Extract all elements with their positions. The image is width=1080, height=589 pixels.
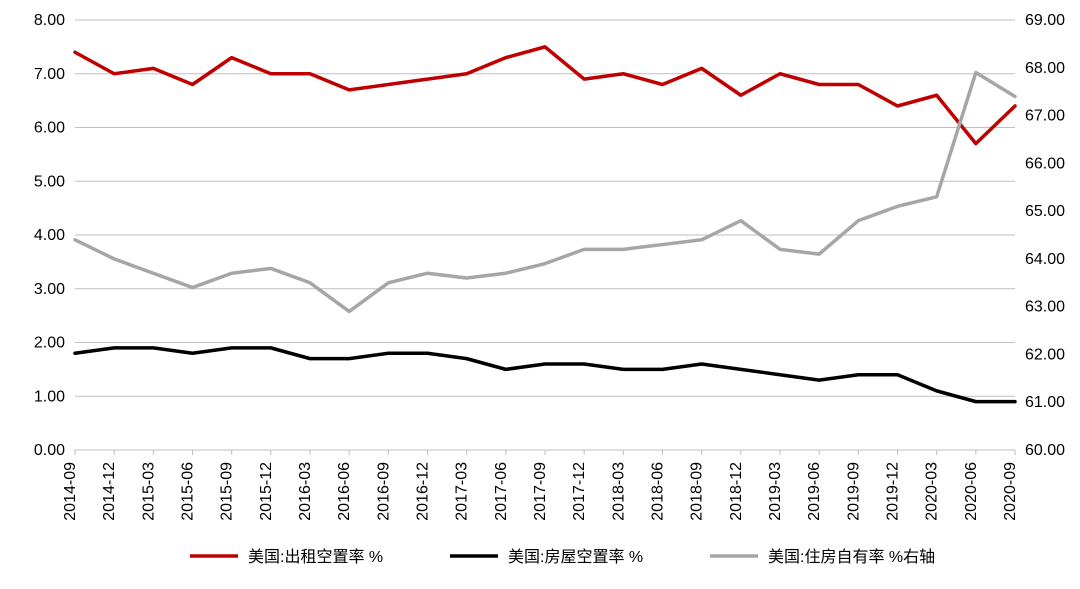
x-axis-tick-label: 2014-12 [101,462,118,521]
legend-label-rental_vacancy: 美国:出租空置率 % [248,548,383,566]
right-axis-tick-label: 64.00 [1025,251,1065,268]
x-axis-tick-label: 2019-09 [845,462,862,521]
left-axis-tick-label: 8.00 [34,12,65,29]
left-axis-tick-label: 4.00 [34,227,65,244]
left-axis-tick-label: 3.00 [34,281,65,298]
x-axis-tick-label: 2015-09 [219,462,236,521]
x-axis-tick-label: 2017-12 [571,462,588,521]
right-axis-tick-label: 66.00 [1025,155,1065,172]
legend-label-homeowner_vacancy: 美国:房屋空置率 % [508,548,643,566]
x-axis-tick-label: 2019-06 [806,462,823,521]
x-axis-tick-label: 2017-03 [454,462,471,521]
left-axis-tick-label: 0.00 [34,442,65,459]
right-axis-tick-label: 68.00 [1025,60,1065,77]
x-axis-tick-label: 2018-03 [610,462,627,521]
x-axis-tick-label: 2014-09 [62,462,79,521]
line-chart: 0.00 1.00 2.00 3.00 4.00 5.00 6.00 7.00 8.00 60.0… [0,0,1080,589]
x-axis-tick-label: 2016-03 [297,462,314,521]
left-axis-tick-label: 6.00 [34,120,65,137]
left-axis-tick-label: 7.00 [34,66,65,83]
right-axis-tick-label: 69.00 [1025,12,1065,29]
x-axis-tick-label: 2018-09 [689,462,706,521]
x-axis-tick-label: 2017-09 [532,462,549,521]
x-axis-tick-label: 2020-03 [924,462,941,521]
right-axis-tick-label: 62.00 [1025,346,1065,363]
x-axis-tick-label: 2015-06 [180,462,197,521]
x-axis-tick-label: 2016-06 [336,462,353,521]
x-axis-tick-label: 2017-06 [493,462,510,521]
right-axis-tick-label: 60.00 [1025,442,1065,459]
left-axis-tick-label: 2.00 [34,335,65,352]
chart-svg: 0.00 1.00 2.00 3.00 4.00 5.00 6.00 7.00 8.00 60.0… [0,0,1080,589]
legend-label-homeownership_rate: 美国:住房自有率 %右轴 [768,548,935,566]
x-axis-tick-label: 2018-06 [650,462,667,521]
left-axis-tick-label: 5.00 [34,173,65,190]
right-axis-tick-label: 63.00 [1025,299,1065,316]
x-axis-tick-label: 2020-06 [963,462,980,521]
right-axis-tick-label: 67.00 [1025,108,1065,125]
right-axis-tick-label: 61.00 [1025,394,1065,411]
x-axis-tick-label: 2015-03 [140,462,157,521]
right-axis-tick-label: 65.00 [1025,203,1065,220]
x-axis-tick-label: 2019-03 [767,462,784,521]
x-axis-tick-label: 2016-09 [375,462,392,521]
x-axis-tick-label: 2019-12 [885,462,902,521]
x-axis-tick-label: 2016-12 [415,462,432,521]
left-axis-tick-label: 1.00 [34,388,65,405]
x-axis-tick-label: 2015-12 [258,462,275,521]
x-axis-tick-label: 2018-12 [728,462,745,521]
x-axis-tick-label: 2020-09 [1002,462,1019,521]
